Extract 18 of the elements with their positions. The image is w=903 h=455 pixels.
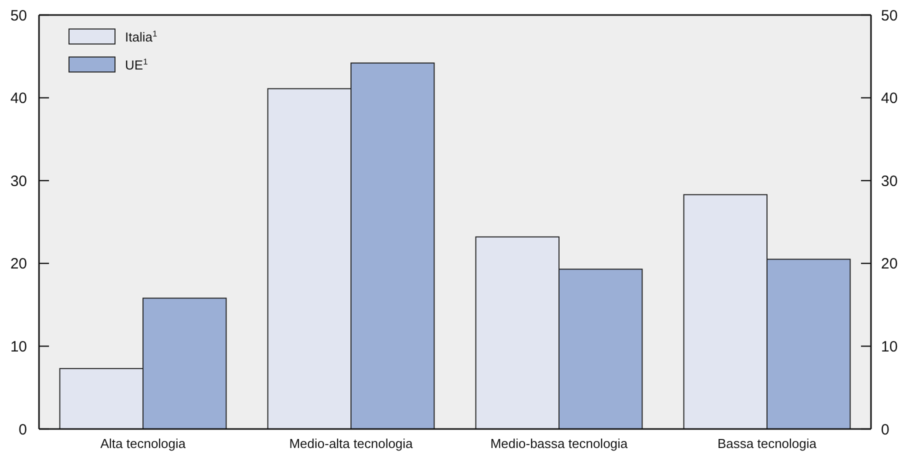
y2-tick-label: 50 <box>881 7 898 24</box>
y2-tick-label: 30 <box>881 172 898 190</box>
y-tick-label: 30 <box>10 172 27 190</box>
y2-tick-label: 20 <box>881 256 898 273</box>
y-tick-label: 20 <box>10 256 27 273</box>
x-tick-label: Medio-alta tecnologia <box>289 436 414 451</box>
x-tick-label: Bassa tecnologia <box>717 436 818 451</box>
x-tick-label: Medio-bassa tecnologia <box>490 436 628 451</box>
y2-tick-label: 10 <box>881 338 898 356</box>
x-tick-label: Alta tecnologia <box>100 436 186 451</box>
y-tick-label: 50 <box>10 7 27 24</box>
y2-tick-label: 0 <box>881 421 890 438</box>
y2-tick-label: 40 <box>881 90 898 108</box>
legend-label: UE$^{1}$ <box>125 56 148 73</box>
legend-label: Italia$^{1}$ <box>125 28 158 45</box>
y-tick-label: 0 <box>18 421 27 438</box>
y-tick-label: 10 <box>10 338 27 356</box>
y-tick-label: 40 <box>10 90 27 108</box>
